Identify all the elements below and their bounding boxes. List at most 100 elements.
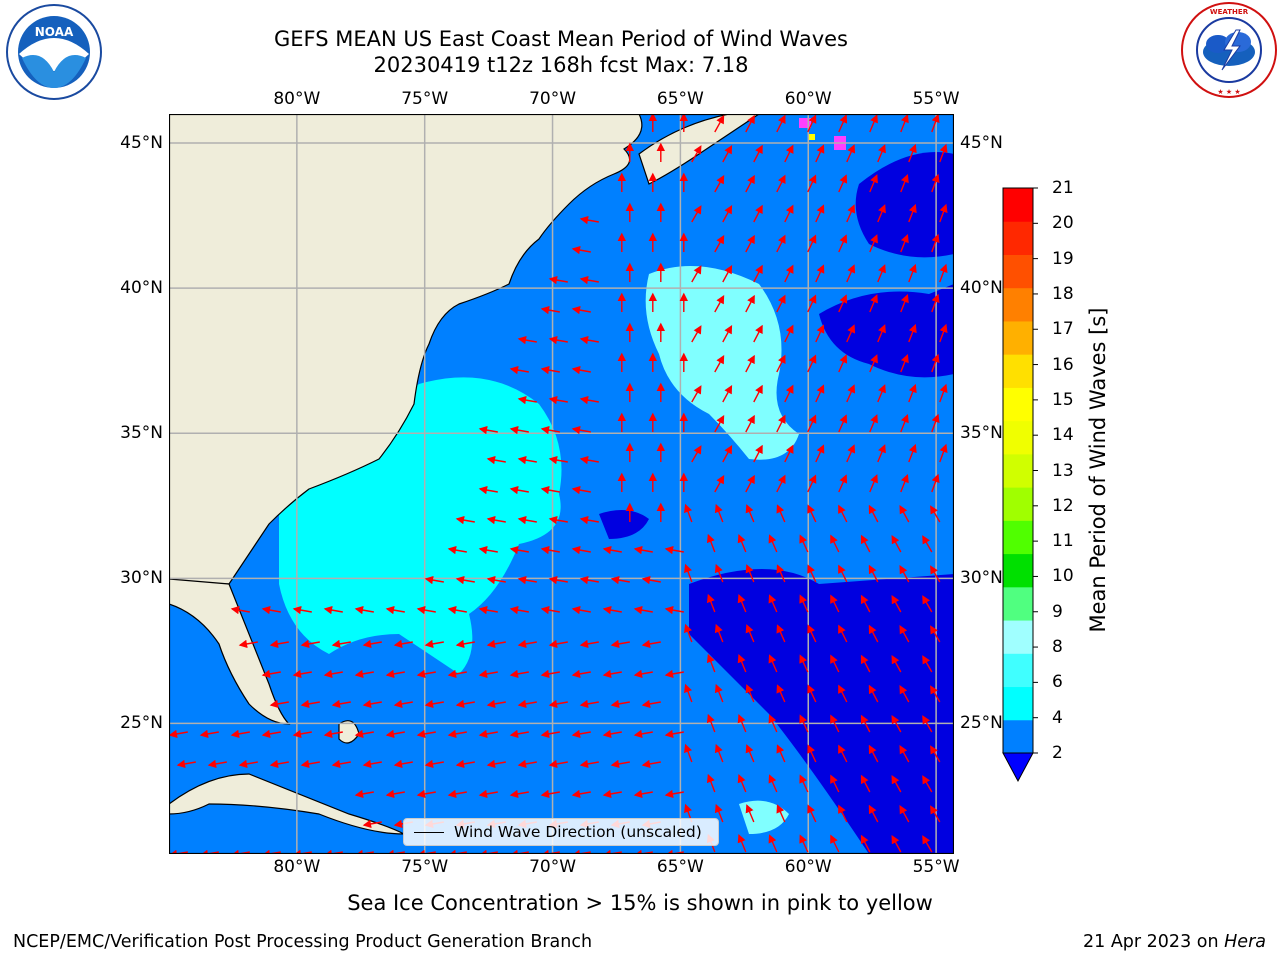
wind-wave-arrow bbox=[745, 624, 755, 643]
wind-wave-arrow bbox=[776, 474, 786, 493]
wind-wave-arrow bbox=[571, 789, 591, 799]
wind-wave-arrow bbox=[776, 684, 786, 703]
lon-tick-label-bottom: 70°W bbox=[529, 857, 577, 877]
wind-wave-arrow bbox=[393, 639, 413, 649]
wind-wave-arrow bbox=[891, 774, 902, 793]
wind-wave-arrow bbox=[509, 365, 529, 375]
wind-wave-arrow bbox=[860, 774, 871, 793]
wind-wave-arrow bbox=[517, 455, 537, 465]
wind-wave-arrow bbox=[807, 804, 817, 823]
colorbar-band bbox=[1003, 320, 1033, 355]
wind-wave-arrow bbox=[807, 474, 817, 493]
wind-wave-arrow bbox=[869, 354, 878, 373]
wind-wave-arrow bbox=[517, 639, 537, 649]
wind-wave-arrow bbox=[908, 443, 917, 463]
lon-tick-label-top: 60°W bbox=[784, 89, 832, 109]
wind-wave-arrow bbox=[714, 415, 725, 433]
colorbar-extend-triangle bbox=[1002, 752, 1034, 783]
lon-tick-label-top: 65°W bbox=[656, 89, 704, 109]
colorbar-tick-label: 2 bbox=[1052, 743, 1063, 763]
wind-wave-arrow bbox=[509, 605, 529, 615]
wind-wave-arrow bbox=[846, 444, 856, 463]
wind-wave-arrow bbox=[922, 535, 933, 553]
wind-wave-arrow bbox=[684, 743, 693, 763]
wind-wave-arrow bbox=[891, 714, 902, 733]
wind-wave-arrow bbox=[745, 564, 755, 583]
wind-wave-arrow bbox=[722, 204, 733, 223]
wind-wave-arrow bbox=[722, 444, 733, 463]
svg-text:★ ★ ★: ★ ★ ★ bbox=[1217, 88, 1240, 96]
wind-wave-arrow bbox=[931, 233, 940, 253]
wind-wave-arrow bbox=[393, 699, 413, 709]
wind-wave-arrow bbox=[753, 204, 763, 223]
wind-wave-arrow bbox=[455, 639, 475, 649]
wind-wave-arrow bbox=[478, 425, 498, 435]
wind-wave-arrow bbox=[776, 114, 786, 133]
wind-wave-arrow bbox=[768, 714, 778, 733]
wind-wave-arrow bbox=[745, 234, 755, 253]
wind-wave-arrow bbox=[869, 294, 878, 313]
wind-wave-arrow bbox=[424, 759, 444, 769]
wind-wave-arrow bbox=[807, 744, 817, 763]
colorbar-tick-label: 18 bbox=[1052, 283, 1074, 304]
wind-wave-arrow bbox=[815, 264, 825, 283]
colorbar-band bbox=[1003, 719, 1033, 754]
lat-tick-label-left: 30°N bbox=[120, 568, 163, 589]
wind-wave-arrow bbox=[900, 353, 909, 373]
wind-wave-arrow bbox=[745, 744, 755, 763]
wind-wave-arrow bbox=[354, 729, 374, 739]
wind-wave-arrow bbox=[517, 335, 537, 345]
wind-wave-arrow bbox=[230, 729, 250, 739]
wind-wave-arrow bbox=[691, 325, 702, 343]
wind-wave-arrow bbox=[517, 699, 537, 709]
wind-wave-arrow bbox=[416, 669, 436, 679]
wind-wave-arrow bbox=[838, 174, 848, 193]
wind-wave-arrow bbox=[768, 834, 778, 853]
wind-wave-arrow bbox=[776, 234, 786, 253]
wind-wave-arrow bbox=[548, 639, 568, 649]
lat-tick-label-right: 45°N bbox=[960, 133, 1003, 154]
wind-wave-arrow bbox=[900, 413, 909, 433]
wind-wave-arrow bbox=[331, 759, 351, 769]
wind-wave-arrow bbox=[753, 324, 763, 343]
wind-wave-arrow bbox=[745, 354, 755, 373]
wind-wave-arrow bbox=[860, 834, 871, 853]
wind-wave-arrow bbox=[714, 175, 725, 193]
wind-wave-arrow bbox=[899, 504, 910, 523]
wind-wave-arrow bbox=[509, 425, 529, 435]
wind-wave-arrow bbox=[238, 759, 258, 769]
colorbar-band bbox=[1003, 686, 1033, 721]
wind-wave-arrow bbox=[784, 384, 794, 403]
colorbar-tick-label: 21 bbox=[1052, 178, 1074, 198]
lon-tick-label-top: 75°W bbox=[401, 89, 449, 109]
footer-machine: Hera bbox=[1224, 932, 1266, 952]
wind-wave-arrow bbox=[776, 174, 786, 193]
wind-wave-arrow bbox=[899, 564, 910, 583]
wind-wave-arrow bbox=[939, 443, 948, 463]
colorbar-tick-label: 13 bbox=[1052, 460, 1074, 481]
noaa-logo-text: NOAA bbox=[35, 25, 74, 39]
wind-wave-arrow bbox=[691, 265, 702, 283]
wind-wave-arrow bbox=[900, 293, 909, 313]
wind-wave-arrow bbox=[908, 383, 917, 403]
wind-wave-arrow bbox=[714, 295, 725, 313]
wind-wave-arrow bbox=[745, 504, 755, 523]
wind-wave-arrow bbox=[540, 305, 560, 315]
wind-wave-arrow bbox=[571, 365, 591, 375]
colorbar-band bbox=[1003, 453, 1033, 488]
wind-wave-arrow bbox=[753, 384, 763, 403]
wind-wave-arrow bbox=[230, 605, 250, 615]
lat-tick-label-right: 25°N bbox=[960, 713, 1003, 734]
wind-wave-arrow bbox=[838, 294, 848, 313]
wind-wave-arrow bbox=[908, 203, 917, 223]
wind-wave-arrow bbox=[354, 669, 374, 679]
colorbar-band bbox=[1003, 653, 1033, 688]
wind-wave-arrow bbox=[509, 669, 529, 679]
wind-wave-arrow bbox=[784, 204, 794, 223]
wind-wave-arrow bbox=[908, 263, 917, 283]
wind-wave-arrow bbox=[838, 804, 848, 823]
wind-wave-arrow bbox=[860, 534, 871, 553]
wind-wave-arrow bbox=[931, 413, 940, 433]
wind-wave-arrow bbox=[633, 729, 653, 739]
wind-wave-arrow bbox=[860, 714, 871, 733]
